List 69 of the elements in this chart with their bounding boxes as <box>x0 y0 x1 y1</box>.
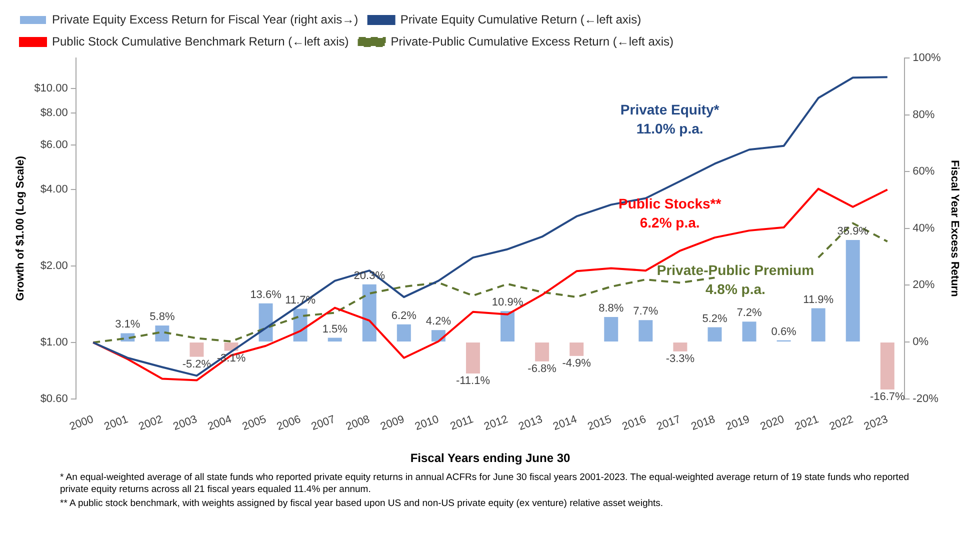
y-tick-label: $1.00 <box>40 336 68 349</box>
y-tick-label: $8.00 <box>40 107 68 120</box>
legend-label: Private Equity Cumulative Return (←left axis) <box>400 12 642 26</box>
data-label: -3.3% <box>666 352 695 365</box>
text: ** A public stock benchmark, with weights assigned by fiscal year based upon US and non-US private equity (ex venture) relative asset weights. <box>60 498 664 510</box>
data-label: -4.9% <box>562 357 592 370</box>
x-tick-label: 2013 <box>517 413 544 434</box>
x-tick-label: 2017 <box>655 413 682 434</box>
x-tick-label: 2018 <box>690 413 717 434</box>
y2-axis-title: Fiscal Year Excess Return <box>948 160 960 298</box>
legend-label: Public Stock Cumulative Benchmark Return (←left axis) <box>52 34 349 48</box>
data-label: 11.9% <box>803 294 834 306</box>
text: * An equal-weighted average of all state funds who reported private equity returns in annual ACFRs for June 30 fiscal years 2001-2023. The equal-weighted average return of 19 state funds who reported private equity returns across all 21 fiscal years equaled 11.4% per annum. <box>60 472 910 496</box>
annotation: Private Equity* 11.0% p.a. <box>620 102 720 137</box>
x-tick-label: 2015 <box>586 413 614 434</box>
x-tick-label: 2003 <box>172 413 199 434</box>
data-label: 5.8% <box>150 311 175 324</box>
data-label: 0.6% <box>771 326 797 338</box>
data-label: 35.9% <box>837 226 869 238</box>
x-tick-label: 2008 <box>344 413 372 434</box>
x-tick-label: 2006 <box>275 413 302 434</box>
data-label: 1.5% <box>322 323 348 336</box>
data-label: 7.2% <box>736 307 762 320</box>
data-label: -5.2% <box>182 358 212 370</box>
x-tick-label: 2009 <box>378 413 406 434</box>
x-tick-label: 2004 <box>206 413 234 434</box>
x-tick-label: 2001 <box>102 413 130 434</box>
y-tick-label: $4.00 <box>40 184 68 196</box>
data-label: 3.1% <box>115 318 140 331</box>
y2-tick-label: 0% <box>912 336 929 348</box>
x-tick-label: 2020 <box>758 413 786 434</box>
data-label: 7.7% <box>633 306 658 318</box>
x-tick-label: 2007 <box>310 413 337 434</box>
y-axis-title: Growth of $1.00 (Log Scale) <box>14 156 27 301</box>
data-label: 10.9% <box>492 296 524 309</box>
y-tick-label: $2.00 <box>40 260 68 272</box>
data-label: -6.8% <box>528 362 557 375</box>
data-label: 6.2% <box>391 310 417 322</box>
y2-tick-label: 80% <box>912 108 935 121</box>
y2-tick-label: -20% <box>912 392 939 405</box>
x-tick-label: 2022 <box>828 413 855 434</box>
y2-tick-label: 40% <box>912 222 935 234</box>
x-tick-label: 2014 <box>552 413 579 434</box>
y2-tick-label: 60% <box>912 166 935 178</box>
y-tick-label: $6.00 <box>40 138 68 151</box>
x-tick-label: 2023 <box>862 413 890 434</box>
x-tick-label: 2000 <box>68 413 96 434</box>
x-tick-label: 2016 <box>620 413 648 434</box>
data-label: 13.6% <box>250 288 282 301</box>
y-tick-label: $0.60 <box>40 392 68 405</box>
data-label: 4.2% <box>426 316 452 328</box>
data-label: -16.7% <box>870 390 906 403</box>
data-label: 5.2% <box>702 312 728 325</box>
x-tick-label: 2021 <box>793 413 820 434</box>
data-label: 8.8% <box>598 302 624 315</box>
x-tick-label: 2011 <box>448 413 476 433</box>
x-tick-label: 2002 <box>137 413 164 434</box>
data-label: -11.1% <box>456 375 490 388</box>
y-tick-label: $10.00 <box>34 82 68 95</box>
annotation: Public Stocks** 6.2% p.a. <box>618 196 722 231</box>
x-axis-title: Fiscal Years ending June 30 <box>410 451 571 466</box>
x-tick-label: 2010 <box>413 413 441 434</box>
y2-tick-label: 20% <box>912 279 935 292</box>
x-tick-label: 2019 <box>724 413 752 434</box>
x-tick-label: 2005 <box>240 413 268 434</box>
legend-label: Private Equity Excess Return for Fiscal Year (right axis→) <box>52 12 358 26</box>
legend-label: Private-Public Cumulative Excess Return (←left axis) <box>390 34 674 48</box>
y2-tick-label: 100% <box>912 52 942 64</box>
x-tick-label: 2012 <box>482 413 510 434</box>
